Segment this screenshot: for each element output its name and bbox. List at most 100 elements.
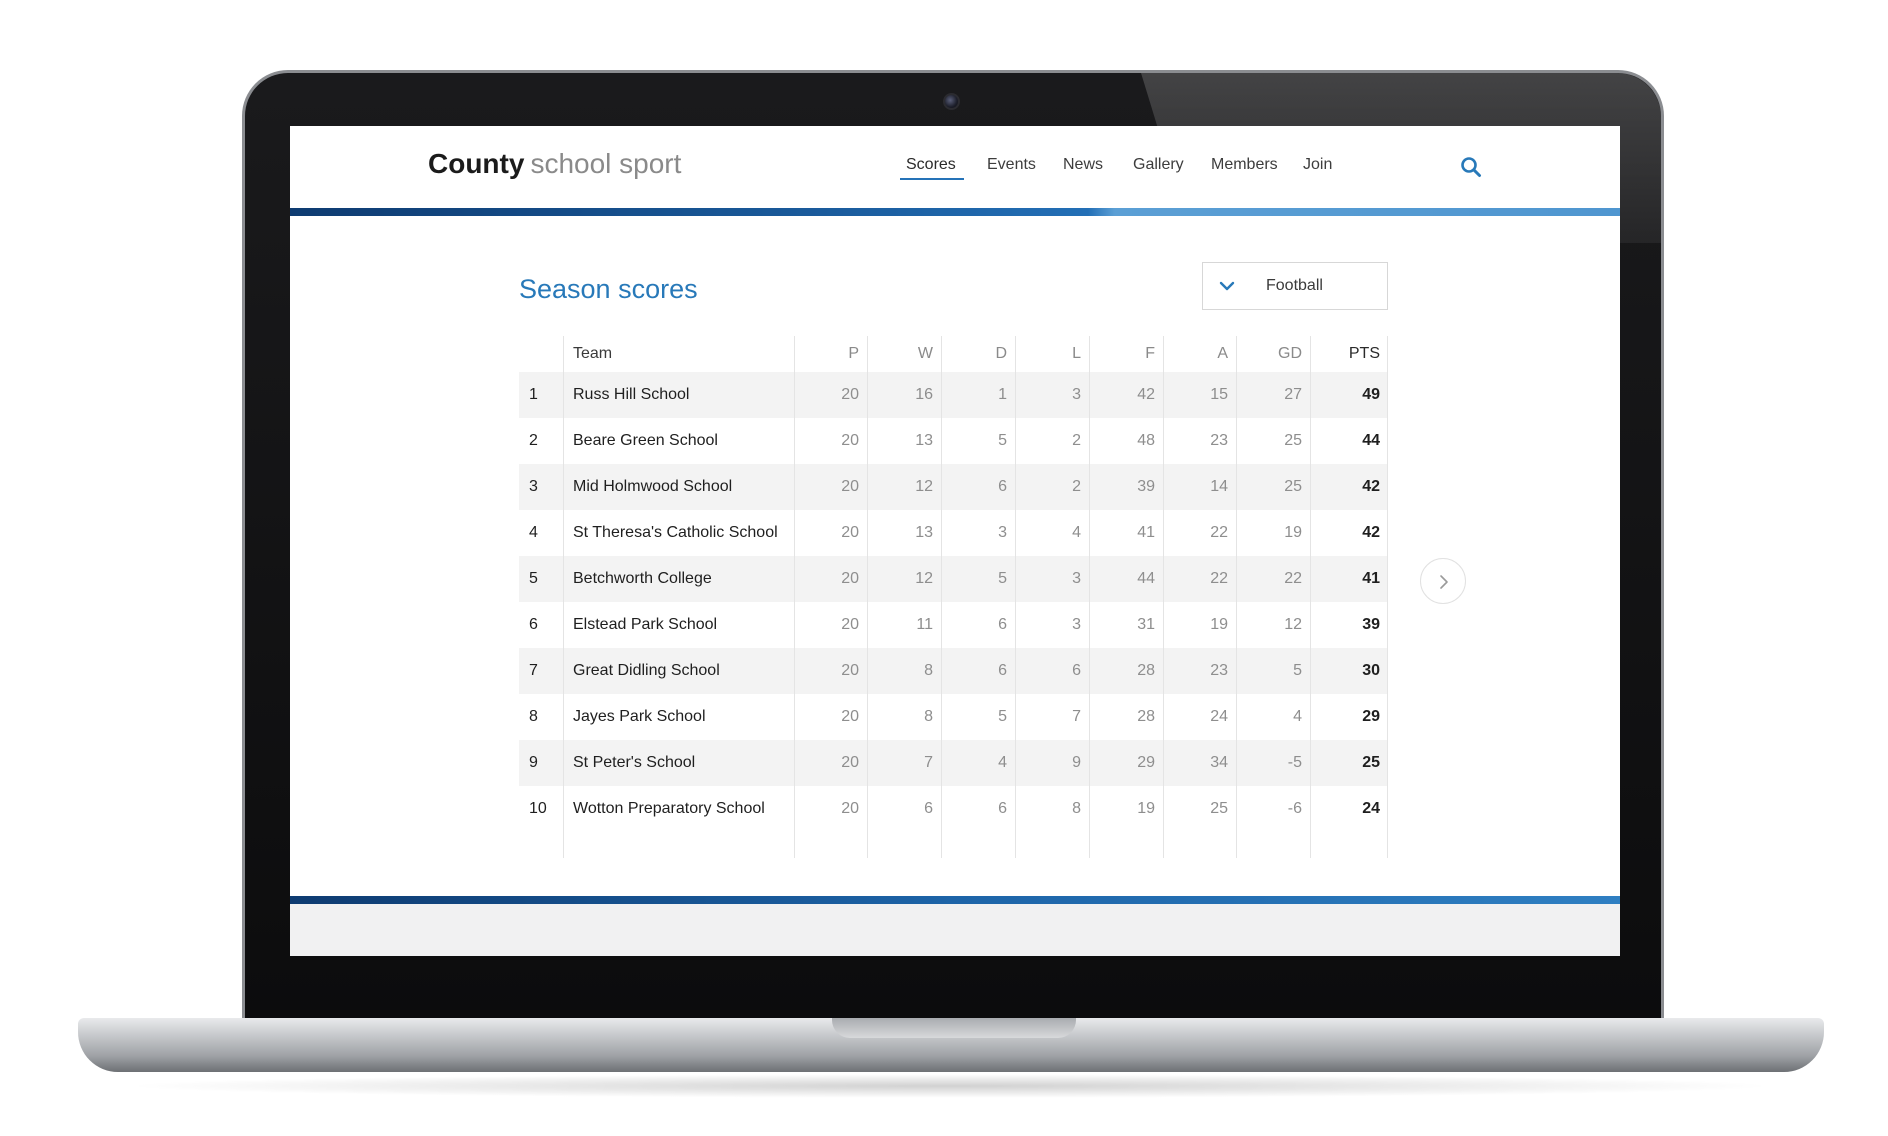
goal-difference-cell: 25 xyxy=(1284,432,1302,449)
nav-item-join[interactable]: Join xyxy=(1303,156,1333,173)
chevron-down-icon xyxy=(1217,276,1237,296)
for-cell: 42 xyxy=(1137,386,1155,403)
nav-item-gallery[interactable]: Gallery xyxy=(1133,156,1184,173)
drawn-cell: 6 xyxy=(998,616,1007,633)
played-cell: 20 xyxy=(841,570,859,587)
site-header: County school sport Scores Events News Ga… xyxy=(290,126,1620,208)
against-cell: 14 xyxy=(1210,478,1228,495)
header-for[interactable]: F xyxy=(1145,345,1155,362)
points-cell: 30 xyxy=(1362,662,1380,679)
header-team[interactable]: Team xyxy=(573,345,613,362)
won-cell: 8 xyxy=(924,662,933,679)
for-cell: 28 xyxy=(1137,708,1155,725)
against-cell: 22 xyxy=(1210,524,1228,541)
goal-difference-cell: -6 xyxy=(1287,800,1302,817)
lost-cell: 3 xyxy=(1072,616,1081,633)
won-cell: 8 xyxy=(924,708,933,725)
logo-light-text: school sport xyxy=(530,148,682,179)
played-cell: 20 xyxy=(841,662,859,679)
for-cell: 48 xyxy=(1137,432,1155,449)
against-cell: 23 xyxy=(1210,662,1228,679)
table-row[interactable]: 6 Elstead Park School 20 11 6 3 31 19 12 39 xyxy=(519,602,1388,648)
team-name-cell: Wotton Preparatory School xyxy=(573,800,765,817)
site-footer xyxy=(290,904,1620,956)
drawn-cell: 6 xyxy=(998,662,1007,679)
team-name-cell: St Theresa's Catholic School xyxy=(573,524,778,541)
for-cell: 44 xyxy=(1137,570,1155,587)
goal-difference-cell: 4 xyxy=(1293,708,1302,725)
nav-item-members[interactable]: Members xyxy=(1211,156,1278,173)
rank-cell: 3 xyxy=(529,478,538,495)
points-cell: 25 xyxy=(1362,754,1380,771)
points-cell: 42 xyxy=(1362,478,1380,495)
header-lost[interactable]: L xyxy=(1072,345,1081,362)
drawn-cell: 3 xyxy=(998,524,1007,541)
won-cell: 11 xyxy=(916,616,933,633)
table-row[interactable]: 9 St Peter's School 20 7 4 9 29 34 -5 25 xyxy=(519,740,1388,786)
table-body: 1 Russ Hill School 20 16 1 3 42 15 27 49 2 Beare Gr… xyxy=(519,372,1388,832)
won-cell: 7 xyxy=(924,754,933,771)
header-points[interactable]: PTS xyxy=(1348,345,1380,362)
team-name-cell: Elstead Park School xyxy=(573,616,718,633)
header-won[interactable]: W xyxy=(917,345,933,362)
logo-bold-text: County xyxy=(428,148,525,179)
team-name-cell: Beare Green School xyxy=(573,432,718,449)
won-cell: 12 xyxy=(915,570,933,587)
nav-item-events[interactable]: Events xyxy=(987,156,1036,173)
nav-active-indicator xyxy=(900,178,964,180)
team-name-cell: St Peter's School xyxy=(573,754,696,771)
laptop-shadow xyxy=(120,1074,1780,1098)
table-row[interactable]: 8 Jayes Park School 20 8 5 7 28 24 4 29 xyxy=(519,694,1388,740)
drawn-cell: 5 xyxy=(998,432,1007,449)
team-name-cell: Mid Holmwood School xyxy=(573,478,733,495)
sport-select[interactable]: Football xyxy=(1202,262,1388,310)
for-cell: 31 xyxy=(1137,616,1155,633)
table-row[interactable]: 10 Wotton Preparatory School 20 6 6 8 19 25 -6 24 xyxy=(519,786,1388,832)
table-row[interactable]: 5 Betchworth College 20 12 5 3 44 22 22 41 xyxy=(519,556,1388,602)
goal-difference-cell: 19 xyxy=(1284,524,1302,541)
played-cell: 20 xyxy=(841,386,859,403)
points-cell: 42 xyxy=(1362,524,1380,541)
table-row[interactable]: 7 Great Didling School 20 8 6 6 28 23 5 30 xyxy=(519,648,1388,694)
rank-cell: 6 xyxy=(529,616,538,633)
goal-difference-cell: 5 xyxy=(1293,662,1302,679)
against-cell: 15 xyxy=(1210,386,1228,403)
goal-difference-cell: 12 xyxy=(1284,616,1302,633)
played-cell: 20 xyxy=(841,524,859,541)
table-header-row: Team P W D L F A GD PTS xyxy=(519,336,1388,372)
table-row[interactable]: 1 Russ Hill School 20 16 1 3 42 15 27 49 xyxy=(519,372,1388,418)
lost-cell: 2 xyxy=(1072,432,1081,449)
nav-item-scores[interactable]: Scores xyxy=(906,156,956,173)
lost-cell: 6 xyxy=(1072,662,1081,679)
header-against[interactable]: A xyxy=(1217,345,1228,362)
won-cell: 12 xyxy=(915,478,933,495)
lost-cell: 8 xyxy=(1072,800,1081,817)
rank-cell: 7 xyxy=(529,662,538,679)
page-title: Season scores xyxy=(519,274,698,304)
sport-select-value: Football xyxy=(1266,277,1323,294)
header-played[interactable]: P xyxy=(848,345,859,362)
search-icon[interactable] xyxy=(1460,156,1482,178)
header-drawn[interactable]: D xyxy=(995,345,1007,362)
for-cell: 29 xyxy=(1137,754,1155,771)
rank-cell: 5 xyxy=(529,570,538,587)
against-cell: 24 xyxy=(1210,708,1228,725)
rank-cell: 10 xyxy=(529,800,547,817)
header-accent-bar xyxy=(290,208,1620,216)
played-cell: 20 xyxy=(841,478,859,495)
table-row[interactable]: 4 St Theresa's Catholic School 20 13 3 4 41 22 1… xyxy=(519,510,1388,556)
chevron-right-icon xyxy=(1440,575,1448,589)
lost-cell: 2 xyxy=(1072,478,1081,495)
site-logo[interactable]: County school sport xyxy=(428,150,681,178)
next-page-button[interactable] xyxy=(1420,558,1466,604)
table-row[interactable]: 3 Mid Holmwood School 20 12 6 2 39 14 25 42 xyxy=(519,464,1388,510)
nav-item-news[interactable]: News xyxy=(1063,156,1104,173)
header-goal-difference[interactable]: GD xyxy=(1278,345,1302,362)
goal-difference-cell: 25 xyxy=(1284,478,1302,495)
drawn-cell: 4 xyxy=(998,754,1007,771)
table-row[interactable]: 2 Beare Green School 20 13 5 2 48 23 25 44 xyxy=(519,418,1388,464)
team-name-cell: Great Didling School xyxy=(573,662,720,679)
points-cell: 39 xyxy=(1362,616,1380,633)
header-rank xyxy=(519,336,563,372)
rank-cell: 1 xyxy=(529,386,538,403)
